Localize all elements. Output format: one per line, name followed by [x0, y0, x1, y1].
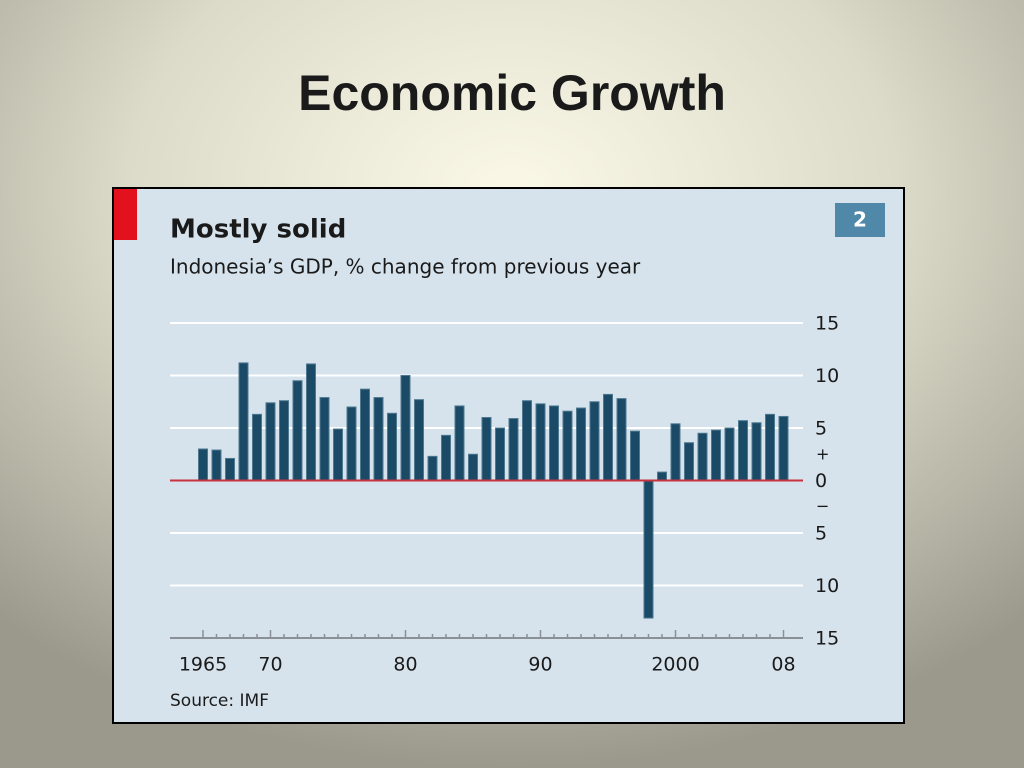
bar: [441, 434, 451, 482]
source: Source: IMF: [170, 691, 269, 711]
sign-label: −: [816, 497, 829, 516]
y-tick-label: 5: [815, 523, 827, 545]
bar: [657, 471, 667, 482]
bar: [616, 398, 627, 482]
bar: [279, 400, 289, 482]
bar: [684, 442, 694, 482]
bar: [306, 363, 316, 482]
bar: [549, 405, 559, 482]
bar: [400, 375, 411, 481]
sign-label: +: [816, 445, 829, 464]
bar: [765, 413, 775, 482]
bar: [427, 455, 438, 482]
bar: [373, 397, 384, 481]
y-tick-label: 0: [815, 470, 827, 492]
x-tick-label: 2000: [651, 654, 699, 676]
bar: [711, 429, 721, 482]
bar: [508, 418, 519, 481]
bar: [535, 403, 546, 482]
chart-title: Mostly solid: [170, 215, 346, 245]
bar: [751, 422, 762, 481]
x-tick-label: 08: [771, 654, 795, 676]
bar: [360, 388, 370, 481]
x-tick-label: 70: [258, 654, 282, 676]
bar: [738, 420, 748, 481]
y-tick-label: 15: [815, 313, 839, 335]
bar: [252, 413, 262, 482]
bar: [724, 427, 735, 481]
bar: [589, 401, 600, 481]
chart-subtitle: Indonesia’s GDP, % change from previous …: [170, 255, 641, 279]
badge-label: 2: [853, 208, 867, 232]
bar: [495, 427, 505, 481]
bar: [346, 406, 357, 481]
bar: [292, 380, 303, 481]
bar: [454, 405, 465, 482]
bar: [198, 448, 208, 481]
bar: [522, 400, 532, 482]
bar: [603, 393, 613, 481]
bar: [562, 410, 573, 482]
badge: [835, 203, 885, 237]
bar: [481, 417, 492, 481]
bar: [211, 449, 222, 481]
y-tick-label: 5: [815, 418, 827, 440]
y-tick-label: 15: [815, 628, 839, 650]
bar: [387, 412, 397, 481]
bar: [643, 480, 654, 619]
x-tick-label: 80: [393, 654, 417, 676]
x-tick-label: 90: [528, 654, 552, 676]
y-tick-label: 10: [815, 575, 839, 597]
bar: [670, 423, 681, 481]
bar: [319, 397, 330, 481]
bar: [630, 430, 640, 481]
bar: [265, 402, 276, 481]
bar: [697, 432, 708, 481]
bar: [576, 407, 586, 481]
bar: [238, 362, 249, 481]
y-tick-label: 10: [815, 365, 839, 387]
bar: [225, 457, 235, 482]
bar: [333, 428, 343, 481]
red-tag: [114, 189, 137, 240]
bar: [468, 453, 478, 481]
x-tick-label: 1965: [179, 654, 227, 676]
slide-title: Economic Growth: [298, 65, 726, 121]
bar: [414, 399, 424, 481]
bar: [778, 415, 789, 482]
